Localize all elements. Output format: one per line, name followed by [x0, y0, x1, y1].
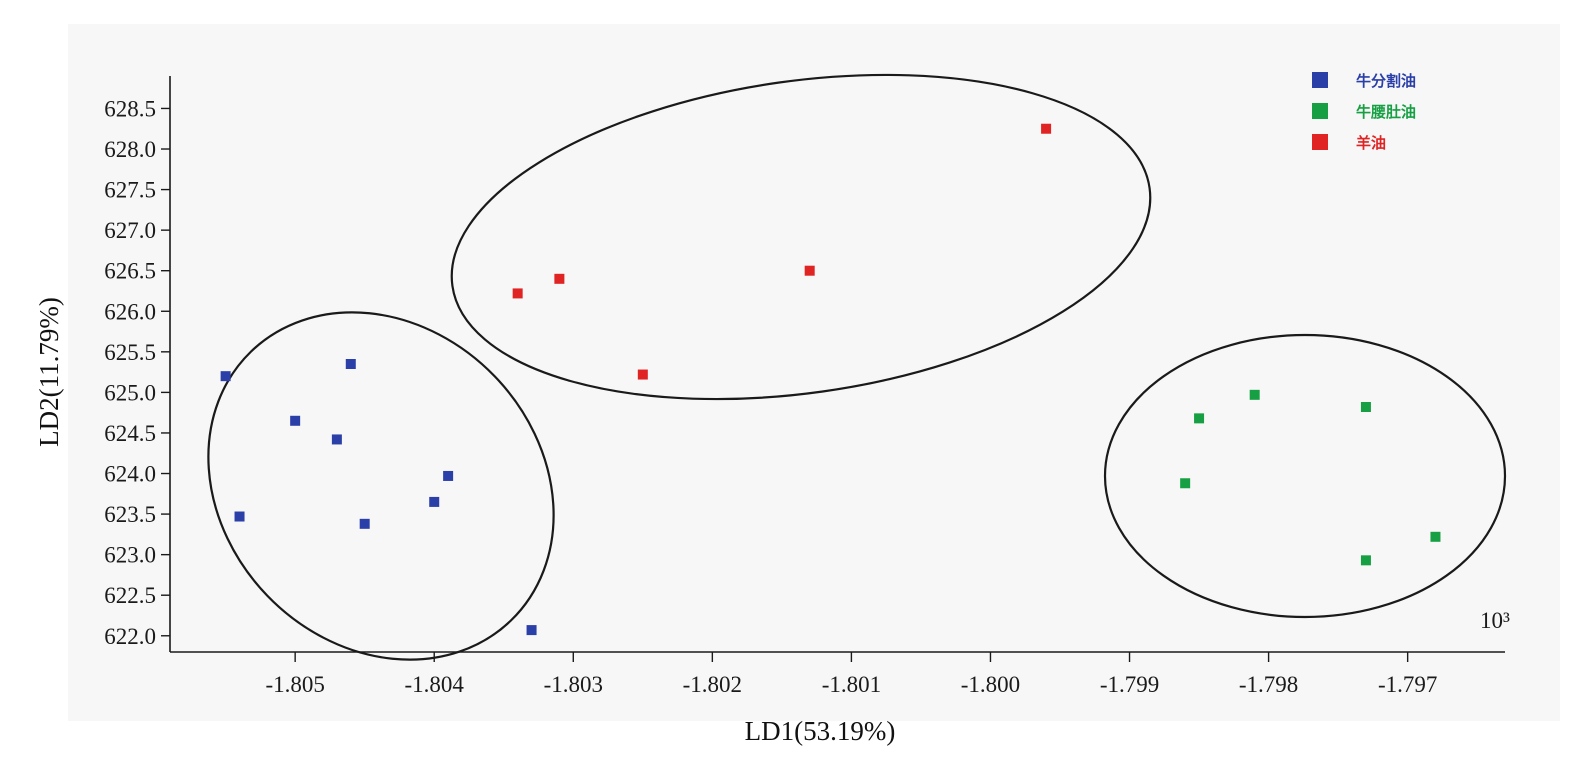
y-tick-label: 622.5	[104, 583, 156, 608]
y-tick-label: 627.0	[104, 218, 156, 243]
x-tick-label: -1.799	[1100, 672, 1159, 697]
data-point	[804, 265, 815, 276]
data-point	[345, 359, 356, 369]
data-point	[637, 369, 648, 380]
cluster-ellipse-beef-loin-fat	[1103, 333, 1507, 619]
y-tick-label: 628.5	[104, 96, 156, 121]
data-point	[290, 415, 301, 426]
y-tick-label: 624.0	[104, 462, 156, 487]
axes	[169, 76, 1505, 653]
data-point	[1430, 531, 1441, 542]
data-point	[220, 371, 231, 382]
y-tick-label: 623.5	[104, 502, 156, 527]
data-point	[554, 273, 565, 284]
y-tick-label: 627.5	[104, 178, 156, 203]
x-tick-label: -1.803	[544, 672, 603, 697]
y-tick-label: 622.0	[104, 624, 156, 649]
y-axis-title: LD2(11.79%)	[34, 297, 64, 447]
data-point	[1249, 389, 1260, 400]
data-points	[220, 123, 1441, 636]
data-point	[526, 625, 537, 636]
legend-label: 羊油	[1356, 134, 1386, 152]
x-ticks: -1.805 -1.804 -1.803 -1.802 -1.801 -1.800 -1.7…	[265, 652, 1437, 697]
legend-swatch	[1312, 72, 1328, 88]
x-tick-label: -1.797	[1378, 672, 1437, 697]
data-point	[1180, 478, 1191, 489]
y-tick-label: 626.5	[104, 259, 156, 284]
legend-label: 牛腰肚油	[1356, 103, 1416, 121]
x-scale-note: 10³	[1480, 608, 1510, 633]
data-point	[234, 511, 245, 522]
x-tick-label: -1.801	[822, 672, 881, 697]
x-tick-label: -1.802	[683, 672, 742, 697]
x-tick-label: -1.800	[961, 672, 1020, 697]
y-tick-label: 628.0	[104, 137, 156, 162]
y-tick-label: 625.5	[104, 340, 156, 365]
x-tick-label: -1.805	[265, 672, 324, 697]
y-tick-label: 626.0	[104, 299, 156, 324]
data-point	[429, 496, 440, 507]
x-axis-title: LD1(53.19%)	[745, 716, 896, 746]
x-tick-label: -1.798	[1239, 672, 1298, 697]
data-point	[1194, 413, 1205, 424]
y-tick-label: 625.0	[104, 380, 156, 405]
data-point	[1360, 555, 1371, 566]
y-tick-label: 623.0	[104, 543, 156, 568]
cluster-ellipse-mutton-fat	[450, 73, 1152, 401]
data-point	[1360, 401, 1371, 412]
y-ticks: 622.0 622.5 623.0 623.5 624.0 624.5 625.0 625.5…	[104, 96, 170, 649]
y-tick-label: 624.5	[104, 421, 156, 446]
cluster-ellipses	[207, 73, 1507, 661]
legend-swatch	[1312, 103, 1328, 119]
data-point	[359, 518, 370, 529]
legend-label: 牛分割油	[1356, 72, 1416, 90]
data-point	[512, 288, 523, 299]
data-point	[443, 470, 454, 481]
legend-swatch	[1312, 134, 1328, 150]
x-tick-label: -1.804	[405, 672, 465, 697]
data-point	[1041, 123, 1052, 134]
cluster-ellipse-beef-cut-fat	[207, 311, 555, 661]
plot-background	[68, 24, 1560, 721]
data-point	[331, 434, 342, 445]
